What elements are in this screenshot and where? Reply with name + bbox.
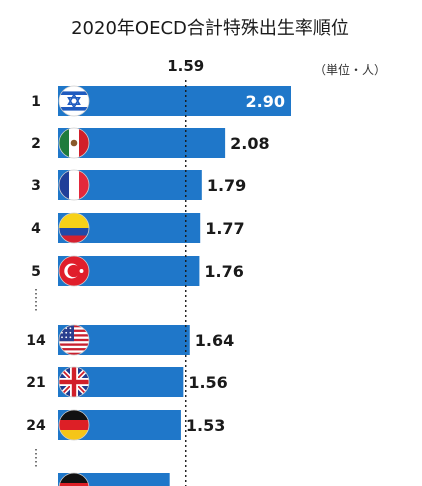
value-label: 2.90 (246, 92, 285, 111)
mexico-flag (59, 128, 89, 158)
uk-flag-outline (58, 366, 90, 398)
germany-flag (59, 410, 89, 440)
turkey-flag (59, 256, 89, 286)
reference-line-label: 1.59 (167, 57, 204, 75)
chart-marks: 1 2.90 2 2.08 3 1.79 4 1.77 5 1.76 14 1.64 21 1.56 24 1… (26, 80, 291, 486)
israel-flag (59, 86, 89, 116)
colombia-flag-outline (58, 212, 90, 244)
bar-1 (58, 86, 291, 116)
turkey-flag-outline (58, 255, 90, 287)
value-label: 2.08 (230, 134, 269, 153)
germany-flag-outline (58, 472, 90, 486)
value-label: 1.53 (186, 416, 225, 435)
value-label: 1.56 (188, 373, 227, 392)
france-flag (59, 170, 89, 200)
germany-flag-outline (58, 409, 90, 441)
unit-label: （単位・人） (314, 62, 386, 77)
rank-label: 21 (26, 375, 45, 391)
germany-flag (59, 473, 89, 486)
rank-label: 5 (31, 264, 41, 280)
value-label: 1.77 (205, 219, 244, 238)
rank-label: 14 (26, 333, 46, 349)
mexico-flag-outline (58, 127, 90, 159)
rank-label: 24 (26, 418, 46, 434)
usa-flag-outline (58, 324, 90, 356)
uk-flag (59, 367, 89, 397)
value-label: 1.64 (195, 331, 234, 350)
colombia-flag (59, 213, 89, 243)
rank-label: 2 (31, 136, 41, 152)
value-label: 1.76 (204, 262, 243, 281)
rank-label: 3 (31, 178, 41, 194)
chart-title: 2020年OECD合計特殊出生率順位 (71, 18, 349, 39)
usa-flag (59, 325, 89, 355)
israel-flag-outline (58, 85, 90, 117)
rank-label: 1 (31, 94, 41, 110)
value-label: 1.79 (207, 176, 246, 195)
france-flag-outline (58, 169, 90, 201)
rank-label: 4 (31, 221, 41, 237)
